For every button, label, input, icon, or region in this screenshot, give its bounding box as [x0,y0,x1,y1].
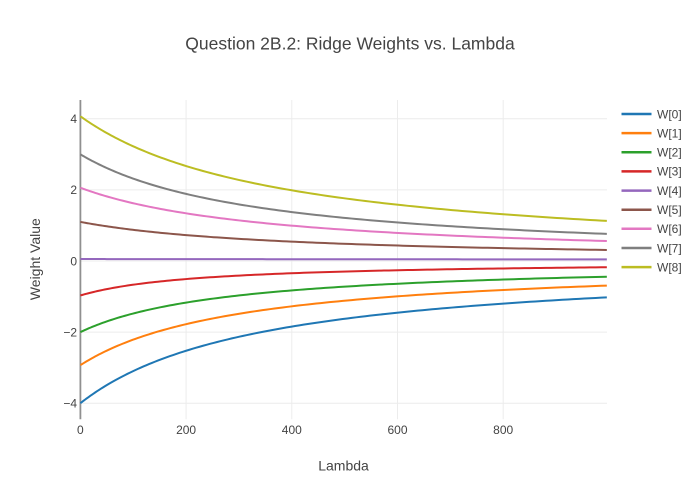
svg-text:W[7]: W[7] [657,241,682,255]
svg-text:W[1]: W[1] [657,126,682,140]
svg-text:W[6]: W[6] [657,222,682,236]
svg-text:4: 4 [70,112,77,126]
svg-text:2: 2 [70,183,77,197]
svg-text:W[5]: W[5] [657,203,682,217]
svg-text:800: 800 [493,423,513,437]
svg-text:Weight Value: Weight Value [27,218,43,300]
svg-text:W[4]: W[4] [657,184,682,198]
svg-text:Question 2B.2: Ridge Weights v: Question 2B.2: Ridge Weights vs. Lambda [185,34,515,54]
svg-text:Lambda: Lambda [318,458,369,474]
svg-text:200: 200 [176,423,196,437]
svg-text:0: 0 [77,423,84,437]
svg-text:W[3]: W[3] [657,165,682,179]
svg-text:−4: −4 [63,397,77,411]
svg-text:600: 600 [387,423,407,437]
svg-text:400: 400 [282,423,302,437]
svg-text:−2: −2 [63,325,77,339]
svg-text:W[2]: W[2] [657,146,682,160]
svg-text:W[8]: W[8] [657,260,682,274]
svg-text:0: 0 [70,254,77,268]
svg-text:W[0]: W[0] [657,107,682,121]
